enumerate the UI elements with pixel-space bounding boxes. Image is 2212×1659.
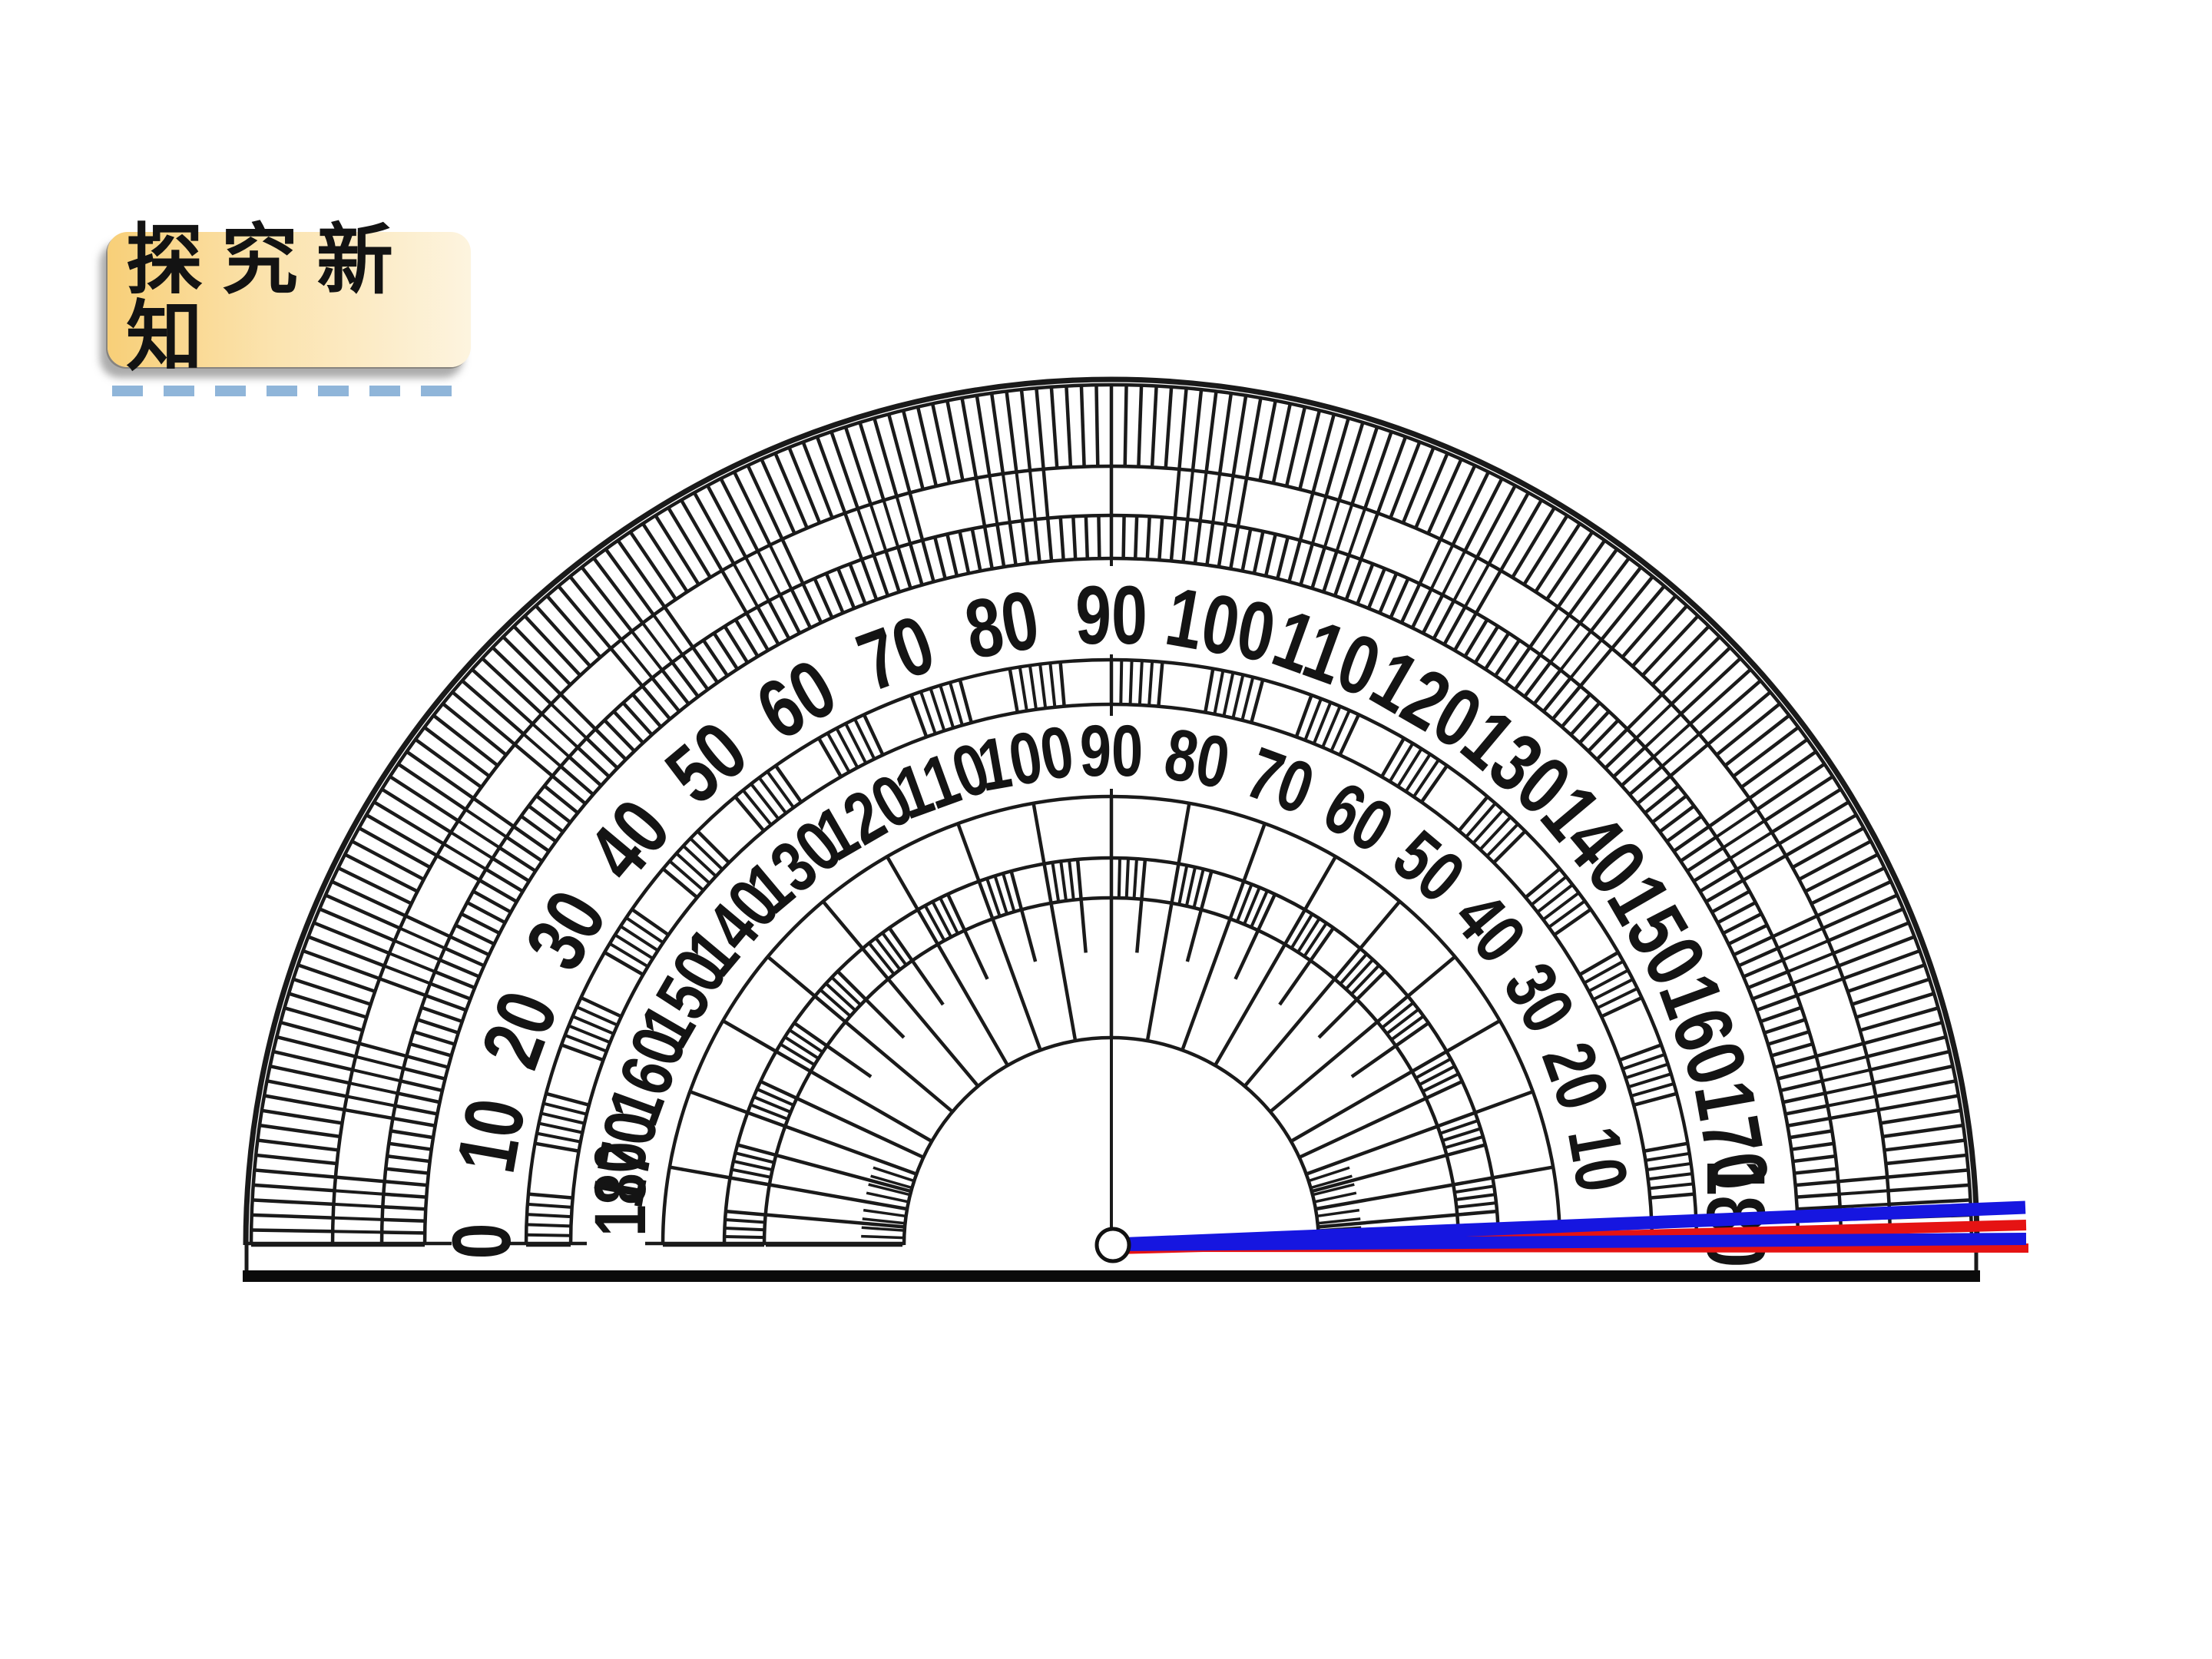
protractor-center-mark: [1094, 1227, 1131, 1263]
scale-label: 170: [1677, 1075, 1787, 1197]
scale-label: 30: [507, 876, 624, 985]
scale-label: 70: [1237, 732, 1324, 830]
scale-label: 100: [1160, 569, 1283, 680]
scale-label: 170: [577, 1105, 674, 1213]
scale-label: 90: [1080, 710, 1143, 792]
blue-ray-lower: [1114, 1233, 2027, 1251]
section-title: 探究新知: [126, 218, 412, 380]
scale-label: 100: [972, 710, 1079, 807]
scale-label: 0: [435, 1224, 528, 1260]
scale-label: 10: [1551, 1121, 1643, 1198]
scale-label: 20: [463, 980, 575, 1080]
scale-label: 180: [580, 1141, 661, 1237]
scale-label: 80: [959, 572, 1045, 677]
scale-label: 50: [1378, 816, 1479, 919]
dashed-underline: [112, 386, 469, 396]
scale-label: 20: [1526, 1032, 1624, 1120]
scale-label: 80: [1159, 714, 1236, 805]
scale-label: 10: [439, 1092, 543, 1179]
section-badge: 探究新知: [108, 223, 471, 376]
scale-label: 60: [742, 641, 851, 757]
scale-label: 40: [1438, 877, 1541, 978]
scale-label: 90: [1075, 568, 1147, 662]
